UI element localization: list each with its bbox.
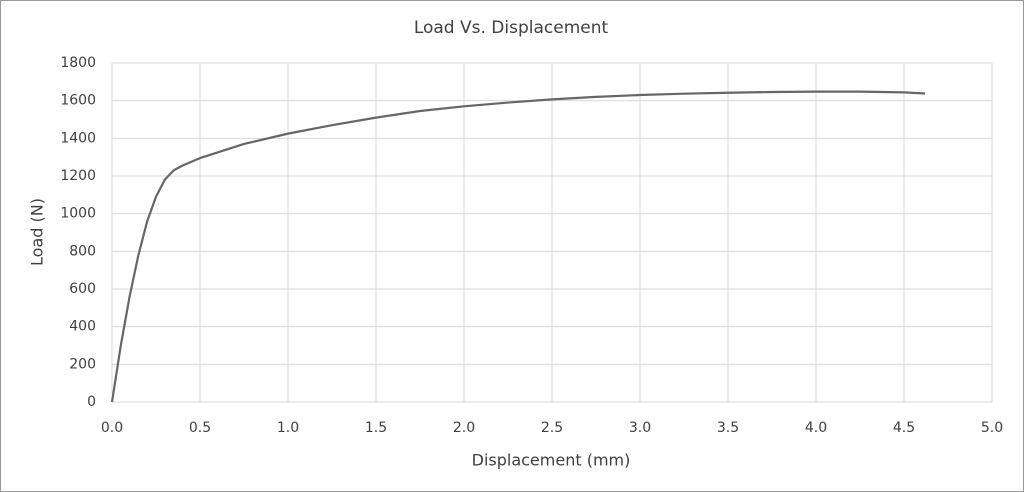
y-tick-label: 1600 xyxy=(60,93,96,109)
y-tick-label: 200 xyxy=(69,356,96,372)
x-tick-label: 5.0 xyxy=(981,420,1003,436)
x-tick-label: 0.0 xyxy=(101,420,123,436)
y-tick-label: 600 xyxy=(69,281,96,297)
x-tick-label: 3.5 xyxy=(717,420,739,436)
chart-title: Load Vs. Displacement xyxy=(414,18,609,38)
data-line xyxy=(110,90,926,403)
x-tick-label: 1.0 xyxy=(277,420,299,436)
x-axis-label: Displacement (mm) xyxy=(472,451,631,470)
y-tick-label: 400 xyxy=(69,319,96,335)
y-tick-label: 1200 xyxy=(60,168,96,184)
y-tick-label: 1400 xyxy=(60,130,96,146)
y-axis-label: Load (N) xyxy=(28,198,47,266)
y-tick-label: 800 xyxy=(69,243,96,259)
y-tick-label: 1800 xyxy=(60,55,96,71)
x-tick-label: 4.5 xyxy=(893,420,915,436)
x-tick-label: 4.0 xyxy=(805,420,827,436)
x-tick-label: 1.5 xyxy=(365,420,387,436)
x-tick-label: 2.0 xyxy=(453,420,475,436)
y-tick-label: 1000 xyxy=(60,206,96,222)
x-tick-label: 0.5 xyxy=(189,420,211,436)
y-tick-label: 0 xyxy=(87,394,96,410)
x-tick-label: 3.0 xyxy=(629,420,651,436)
x-tick-label: 2.5 xyxy=(541,420,563,436)
